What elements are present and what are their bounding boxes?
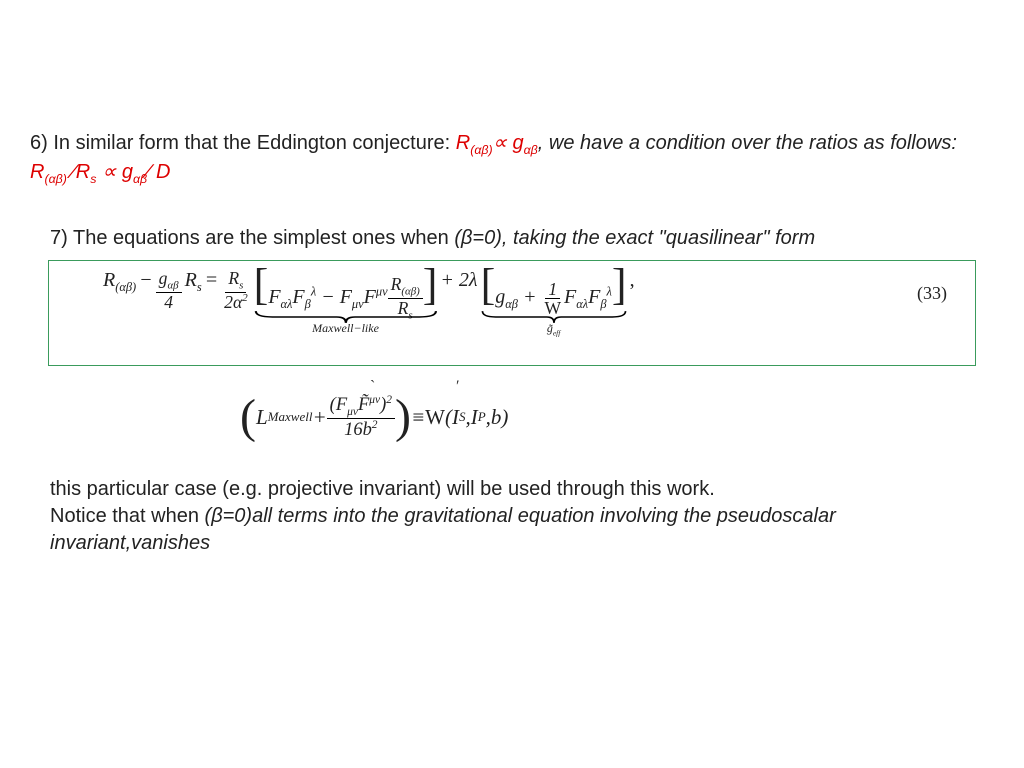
closing-line1: this particular case (e.g. projective in…	[50, 478, 715, 500]
equation-33: R(αβ) − gαβ4 Rs = Rs2α2 [FαλFβλ − FμνFμν…	[103, 269, 957, 322]
equation-33-box: R(αβ) − gαβ4 Rs = Rs2α2 [FαλFβλ − FμνFμν…	[48, 260, 976, 366]
item6-lead: 6) In similar form that the Eddington co…	[30, 132, 456, 154]
geff-group: [gαβ + 1WFαλFβλ] g̃eff	[481, 269, 627, 317]
tick-mark-icon: `	[370, 378, 375, 396]
item6-tail: , we have a condition over the ratios as…	[538, 132, 957, 154]
closing-line2a: Notice that when	[50, 505, 205, 527]
maxwell-like-label: Maxwell−like	[254, 321, 438, 336]
underbrace-icon	[481, 307, 627, 321]
equation-W: ` ′ ( LMaxwell + (FμνF̃μν)2 16b2 ) ≡ W (…	[30, 394, 994, 439]
tick-mark-icon: ′	[456, 378, 460, 396]
page-root: 6) In similar form that the Eddington co…	[0, 0, 1024, 557]
item7-paren: (β=0), taking the exact "quasilinear" fo…	[454, 227, 815, 249]
equation-number: (33)	[917, 283, 947, 304]
closing-paragraph: this particular case (e.g. projective in…	[30, 476, 994, 557]
underbrace-icon	[254, 307, 438, 321]
item-7: 7) The equations are the simplest ones w…	[30, 225, 994, 252]
item6-condition: R(αβ) ∕Rs ∝ gαβ∕ D	[30, 161, 170, 183]
maxwell-like-group: [FαλFβλ − FμνFμνR(αβ)Rs] Maxwell−like	[254, 269, 438, 322]
geff-label: g̃eff	[481, 321, 627, 337]
item7-lead: 7) The equations are the simplest ones w…	[50, 227, 454, 249]
item6-conjecture: R(αβ)∝ gαβ	[456, 132, 538, 154]
item-6: 6) In similar form that the Eddington co…	[30, 130, 994, 187]
